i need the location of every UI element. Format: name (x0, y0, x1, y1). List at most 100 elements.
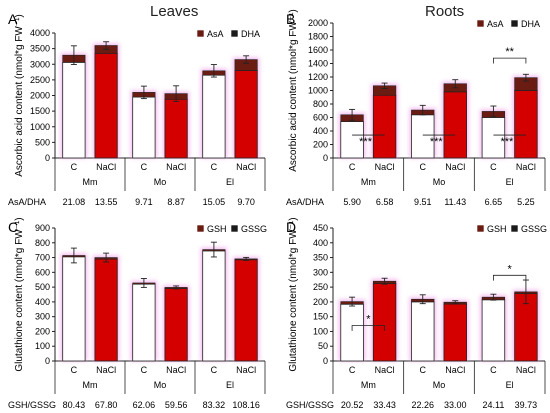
bar-gsh (340, 303, 364, 362)
legend-swatch (230, 29, 239, 38)
y-tick-label: 2000 (308, 18, 328, 28)
significance-stars: *** (500, 136, 514, 148)
y-tick-label: 100 (35, 341, 50, 351)
bar-label: C (490, 162, 497, 172)
bar-asa (372, 94, 397, 159)
significance-stars: * (508, 263, 513, 275)
ratio-value: 67.80 (95, 400, 118, 410)
y-tick-label: 400 (313, 238, 328, 248)
bar-label: NaCl (236, 162, 256, 172)
group-label: Mo (433, 380, 446, 390)
y-tick-label: 100 (313, 326, 328, 336)
panel-letter: B (286, 11, 295, 27)
bar-label: C (349, 365, 356, 375)
bar-asa (62, 61, 86, 159)
bar-label: NaCl (445, 365, 465, 375)
bar-label: NaCl (236, 365, 256, 375)
y-tick-label: 1200 (308, 72, 328, 82)
y-tick-label: 50 (318, 341, 328, 351)
bar-label: C (141, 162, 148, 172)
y-tick-label: 0 (45, 356, 50, 366)
ratio-value: 11.43 (444, 197, 466, 207)
y-tick-label: 1600 (308, 45, 328, 55)
bar-label: NaCl (375, 365, 395, 375)
group-label: Mm (83, 177, 98, 187)
group-label: Mo (433, 177, 446, 187)
ratio-value: 33.43 (373, 400, 396, 410)
bar-label: NaCl (445, 162, 465, 172)
y-tick-label: 250 (313, 282, 328, 292)
ratio-value: 9.51 (414, 197, 432, 207)
bar-label: C (71, 162, 78, 172)
bar-asa (443, 91, 467, 159)
bar-gsh (202, 250, 226, 362)
y-axis-label: Glutathione content (nmol*g FW⁻¹) (14, 217, 25, 371)
bar-gsh (481, 299, 506, 362)
y-tick-label: 2000 (30, 91, 50, 101)
group-label: Mm (361, 177, 376, 187)
y-tick-label: 1800 (308, 32, 328, 42)
bar-label: NaCl (166, 365, 186, 375)
bar-label: C (419, 365, 426, 375)
ratio-value: 6.58 (376, 197, 394, 207)
panel-letter: A (8, 11, 18, 27)
bar-label: C (211, 365, 218, 375)
y-tick-label: 600 (35, 267, 50, 277)
ratio-value: 5.25 (517, 197, 535, 207)
y-tick-label: 3000 (30, 59, 50, 69)
legend-swatch (196, 224, 205, 233)
y-tick-label: 400 (313, 126, 328, 136)
legend-label: GSH (487, 224, 507, 234)
bar-label: NaCl (166, 162, 186, 172)
bar-label: C (490, 365, 497, 375)
y-tick-label: 1000 (30, 122, 50, 132)
legend-swatch (196, 29, 205, 38)
ratio-value: 20.52 (341, 400, 364, 410)
bar-label: C (141, 365, 148, 375)
legend-swatch (476, 224, 485, 233)
group-label: Mo (154, 380, 167, 390)
ratio-row-label: GSH/GSSG (8, 400, 56, 410)
ratio-value: 6.65 (485, 197, 503, 207)
group-label: El (226, 380, 234, 390)
ratio-value: 24.11 (482, 400, 504, 410)
bar-label: C (349, 162, 356, 172)
ratio-value: 15.05 (203, 197, 226, 207)
bar-gsh (164, 288, 188, 362)
y-tick-label: 350 (313, 253, 328, 263)
legend-swatch (476, 19, 485, 28)
ratio-value: 62.06 (133, 400, 156, 410)
y-tick-label: 200 (313, 297, 328, 307)
y-axis-label: Glutathione content (nmol*g FW⁻¹) (288, 217, 299, 371)
bar-asa (94, 52, 118, 159)
y-tick-label: 3500 (30, 44, 50, 54)
bar-gsh (132, 283, 156, 362)
bar-asa (132, 96, 156, 159)
ratio-row-label: GSH/GSSG (286, 400, 334, 410)
y-tick-label: 200 (313, 140, 328, 150)
panel-letter: C (8, 219, 18, 235)
group-label: El (506, 177, 514, 187)
roots-heading: Roots (425, 3, 465, 20)
bar-gsh (94, 258, 118, 362)
y-tick-label: 4000 (30, 28, 50, 38)
bar-label: NaCl (375, 162, 395, 172)
significance-bracket (493, 57, 527, 64)
legend-swatch (510, 224, 519, 233)
y-tick-label: 500 (35, 282, 50, 292)
y-tick-label: 600 (313, 113, 328, 123)
y-tick-label: 450 (313, 223, 328, 233)
bar-label: C (419, 162, 426, 172)
bar-gsh (443, 303, 467, 362)
y-tick-label: 150 (313, 312, 328, 322)
ratio-value: 22.26 (411, 400, 434, 410)
group-label: Mm (361, 380, 376, 390)
significance-bracket (493, 274, 527, 281)
bar-gsh (234, 259, 258, 362)
legend-swatch (230, 224, 239, 233)
ratio-value: 59.56 (165, 400, 188, 410)
ratio-value: 33.00 (444, 400, 467, 410)
y-tick-label: 900 (35, 223, 50, 233)
